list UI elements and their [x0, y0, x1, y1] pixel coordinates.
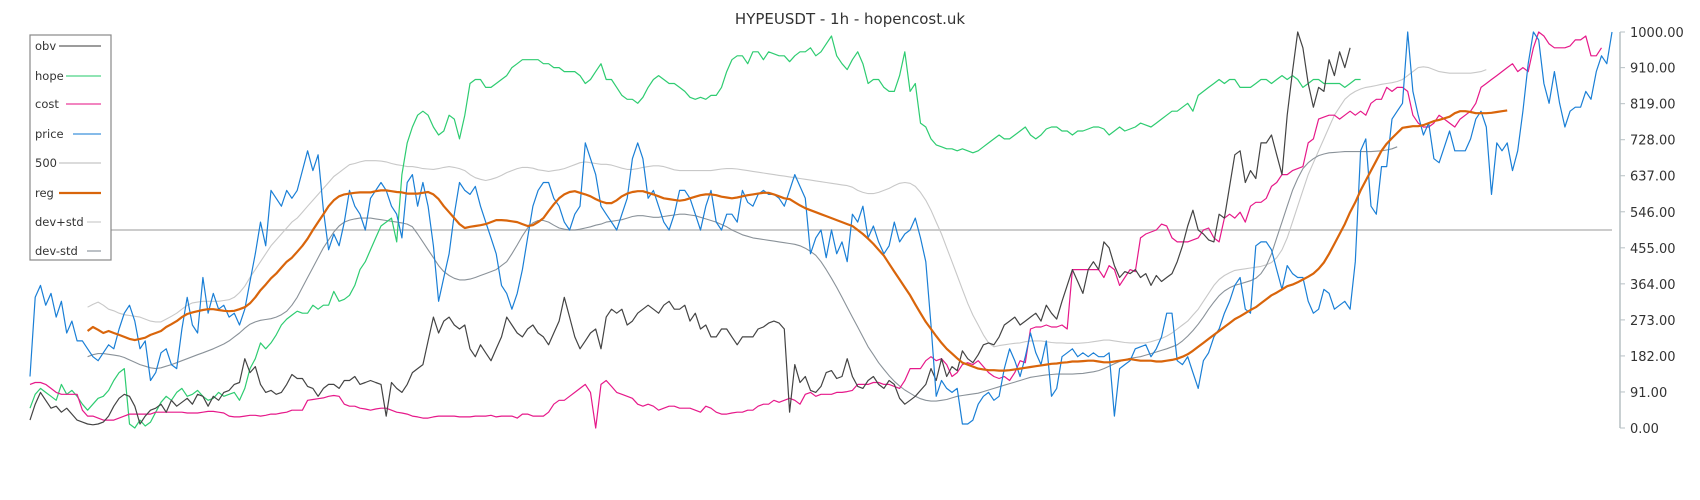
series-reg-line — [86, 109, 1508, 372]
legend-label-hope: hope — [35, 69, 64, 83]
y-tick-label: 91.00 — [1630, 386, 1667, 401]
series-obv-line — [29, 31, 1351, 426]
series-hope-line — [29, 35, 1361, 429]
legend-label-dev-std: dev-std — [35, 244, 78, 258]
y-tick-label: 273.00 — [1630, 314, 1676, 329]
legend-label-reg: reg — [35, 186, 54, 200]
y-tick-label: 364.00 — [1630, 278, 1676, 293]
y-tick-label: 1000.00 — [1630, 26, 1684, 41]
series-price-line — [29, 31, 1613, 425]
series-layer — [29, 31, 1613, 429]
y-tick-label: 182.00 — [1630, 350, 1676, 365]
legend-label-dev-std: dev+std — [35, 215, 84, 229]
legend-label-500: 500 — [35, 156, 57, 170]
legend-label-obv: obv — [35, 39, 56, 53]
y-tick-label: 910.00 — [1630, 62, 1676, 77]
y-tick-label: 728.00 — [1630, 134, 1676, 149]
legend-label-price: price — [35, 127, 64, 141]
y-tick-label: 637.00 — [1630, 170, 1676, 185]
y-tick-label: 0.00 — [1630, 422, 1659, 437]
y-tick-label: 455.00 — [1630, 242, 1676, 257]
series-cost-line — [29, 31, 1603, 429]
series-dev-std-line — [87, 146, 1398, 402]
chart-title: HYPEUSDT - 1h - hopencost.uk — [734, 10, 966, 28]
legend: obv hope cost price 500 reg dev+std dev-std — [29, 34, 112, 261]
y-axis: 1000.00 910.00 819.00 728.00 637.00 546.00 455… — [1619, 26, 1684, 437]
legend-label-cost: cost — [35, 97, 59, 111]
y-tick-label: 819.00 — [1630, 98, 1676, 113]
series-dev-std-line — [87, 66, 1487, 348]
y-tick-label: 546.00 — [1630, 206, 1676, 221]
